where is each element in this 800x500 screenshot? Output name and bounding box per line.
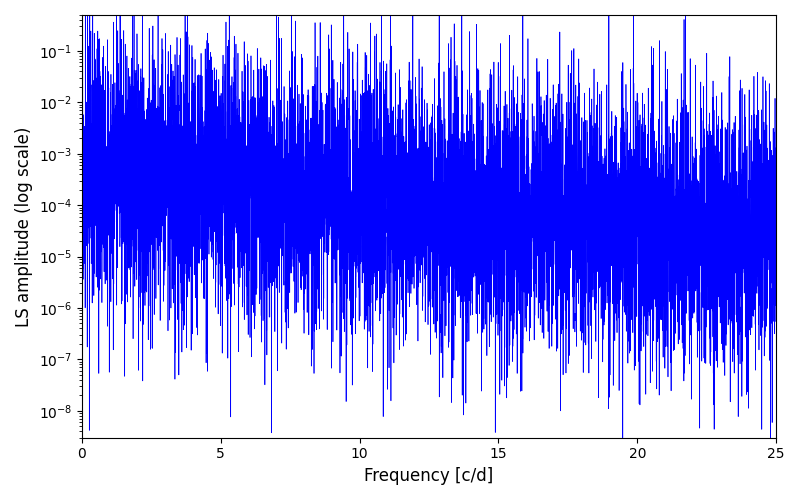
X-axis label: Frequency [c/d]: Frequency [c/d] (364, 467, 494, 485)
Y-axis label: LS amplitude (log scale): LS amplitude (log scale) (15, 126, 33, 326)
